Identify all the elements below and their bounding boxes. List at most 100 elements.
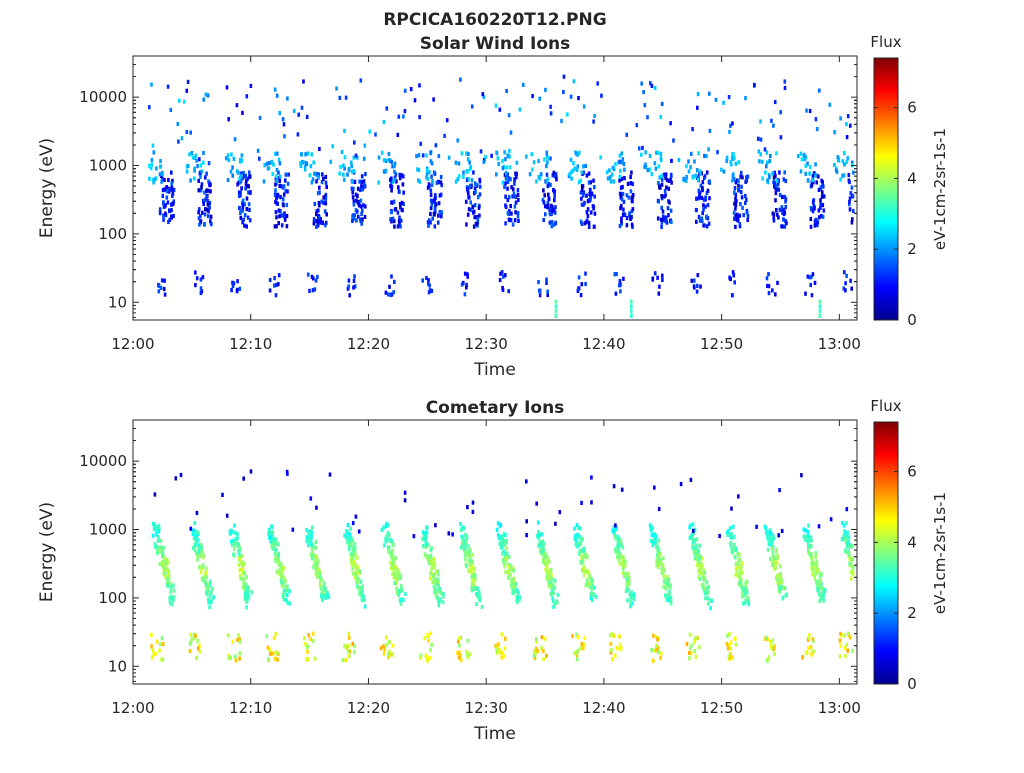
heatmap-cell (221, 492, 224, 497)
heatmap-cell (663, 578, 667, 583)
heatmap-cell (663, 188, 667, 193)
heatmap-cell (731, 152, 734, 157)
heatmap-cell (241, 566, 245, 572)
heatmap-cell (243, 561, 246, 566)
heatmap-cell (654, 166, 658, 171)
heatmap-cell (506, 197, 510, 203)
heatmap-cell (806, 537, 810, 542)
heatmap-cell (508, 165, 512, 170)
heatmap-cell (619, 185, 623, 190)
heatmap-cell (688, 656, 691, 661)
heatmap-cell (324, 180, 328, 185)
heatmap-cell (534, 639, 538, 644)
heatmap-cell (552, 170, 556, 175)
heatmap-cell (733, 156, 736, 161)
heatmap-cell (172, 583, 175, 588)
heatmap-cell (357, 199, 360, 205)
heatmap-cell (679, 482, 683, 487)
heatmap-cell (322, 581, 326, 586)
heatmap-cell (235, 169, 239, 174)
heatmap-cell (384, 524, 388, 529)
heatmap-cell (321, 220, 324, 226)
heatmap-cell (274, 537, 277, 542)
heatmap-cell (320, 180, 324, 185)
heatmap-cell (586, 214, 590, 219)
heatmap-cell (783, 210, 787, 215)
heatmap-cell (772, 218, 776, 223)
heatmap-cell (362, 182, 366, 187)
heatmap-cell (471, 573, 474, 578)
heatmap-cell (637, 146, 641, 151)
heatmap-cell (266, 645, 270, 650)
heatmap-cell (685, 178, 688, 183)
heatmap-cell (643, 103, 647, 108)
heatmap-cell (651, 533, 654, 538)
heatmap-cell (275, 201, 279, 206)
heatmap-cell (505, 551, 509, 556)
heatmap-cell (670, 173, 673, 178)
heatmap-cell (205, 589, 208, 595)
heatmap-cell (722, 169, 726, 174)
heatmap-cell (737, 160, 741, 165)
heatmap-cell (282, 192, 286, 197)
heatmap-cell (622, 560, 626, 565)
heatmap-cell (352, 559, 356, 564)
heatmap-cell (550, 209, 554, 214)
heatmap-cell (194, 153, 198, 158)
heatmap-cell (225, 513, 229, 518)
heatmap-cell (429, 631, 432, 636)
heatmap-cell (543, 559, 546, 564)
heatmap-cell (709, 598, 712, 603)
heatmap-cell (726, 633, 729, 638)
heatmap-cell (840, 537, 844, 542)
heatmap-cell (623, 563, 627, 568)
heatmap-cell (447, 155, 451, 160)
colorbar-tick-label: 0 (907, 675, 917, 693)
heatmap-cell (810, 293, 814, 298)
heatmap-cell (470, 178, 474, 183)
heatmap-cell (350, 536, 353, 541)
heatmap-cell (275, 552, 278, 558)
heatmap-cell (322, 176, 325, 181)
heatmap-cell (159, 164, 163, 169)
heatmap-cell (548, 207, 551, 212)
heatmap-cell (347, 168, 351, 173)
heatmap-cell (659, 185, 662, 190)
heatmap-cell (310, 546, 314, 551)
heatmap-cell (667, 213, 670, 218)
heatmap-cell (665, 185, 668, 190)
heatmap-cell (614, 535, 617, 540)
heatmap-cell (320, 594, 323, 599)
heatmap-cell (388, 649, 391, 654)
heatmap-cell (423, 636, 427, 641)
heatmap-cell (585, 553, 588, 558)
heatmap-cell (209, 219, 212, 224)
heatmap-cell (467, 177, 471, 182)
heatmap-cell (700, 171, 703, 176)
heatmap-cell (464, 540, 468, 545)
heatmap-cell (745, 588, 749, 593)
heatmap-cell (844, 654, 847, 659)
heatmap-cell (402, 174, 405, 179)
heatmap-cell (273, 283, 276, 288)
heatmap-cell (705, 586, 709, 591)
heatmap-cell (433, 580, 436, 585)
heatmap-cell (431, 580, 434, 585)
heatmap-cell (585, 220, 588, 225)
heatmap-cell (513, 181, 516, 186)
heatmap-cell (385, 521, 388, 526)
heatmap-cell (818, 304, 822, 309)
heatmap-cell (706, 596, 710, 601)
heatmap-cell (618, 278, 622, 284)
heatmap-cell (352, 546, 355, 551)
heatmap-cell (312, 544, 315, 549)
heatmap-cell (764, 636, 767, 641)
heatmap-cell (167, 574, 171, 580)
heatmap-cell (204, 197, 208, 202)
heatmap-cell (669, 596, 673, 601)
heatmap-cell (512, 591, 516, 596)
heatmap-cell (358, 187, 362, 193)
heatmap-cell (814, 550, 818, 556)
heatmap-cell (816, 582, 819, 587)
heatmap-cell (818, 299, 822, 304)
